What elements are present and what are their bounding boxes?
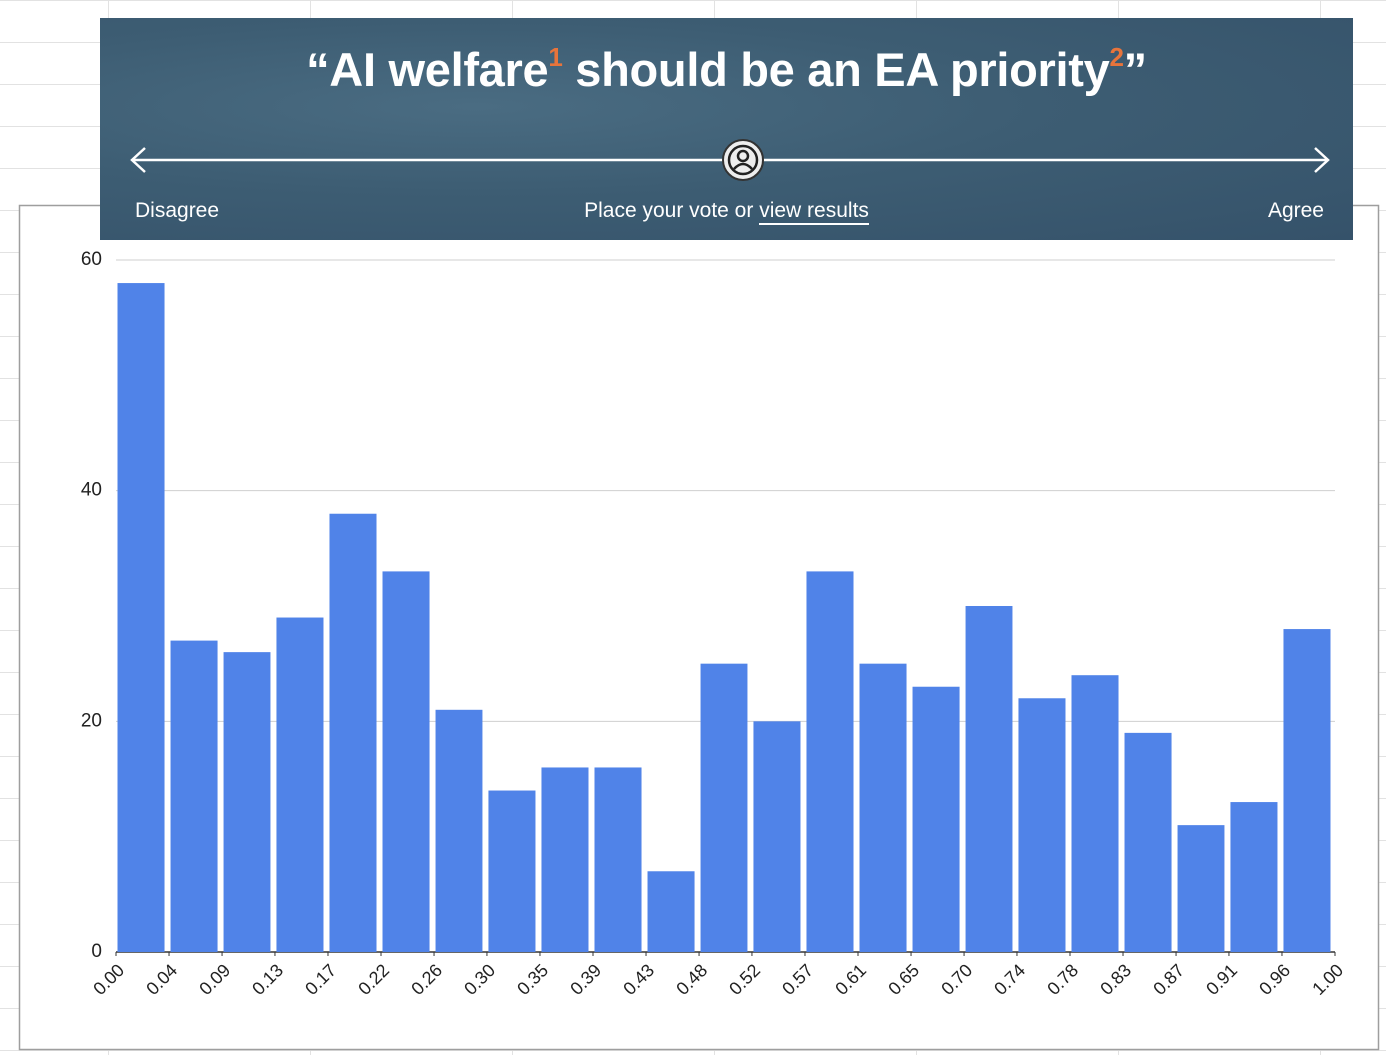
bar (223, 652, 271, 952)
bar (859, 663, 907, 952)
bar (382, 571, 430, 952)
bar (1230, 802, 1278, 952)
y-tick-label: 20 (81, 710, 102, 731)
bar (488, 790, 536, 952)
bar (1283, 629, 1331, 952)
bar (594, 767, 642, 952)
y-tick-label: 40 (81, 480, 102, 501)
vote-prompt: Place your vote or view results (100, 199, 1353, 225)
agree-label: Agree (1267, 199, 1324, 222)
title-text: ” (1123, 43, 1148, 96)
bar (912, 686, 960, 952)
bar (1018, 698, 1066, 952)
bar (753, 721, 801, 952)
arrow-left (130, 147, 146, 173)
bar (170, 640, 218, 952)
title-text: should be an EA priority (562, 43, 1110, 96)
y-tick-label: 0 (91, 941, 102, 962)
chart-frame (18, 204, 1380, 1051)
bar (276, 617, 324, 952)
bar (435, 709, 483, 952)
vote-slider[interactable] (100, 18, 1353, 240)
poll-title: “AI welfare1 should be an EA priority2” (100, 42, 1353, 97)
y-tick-label: 60 (81, 249, 102, 270)
title-text: “AI welfare (306, 43, 549, 96)
bar (1124, 732, 1172, 952)
bar (117, 283, 165, 953)
arrow-right (1314, 147, 1330, 173)
poll-banner: “AI welfare1 should be an EA priority2” … (100, 18, 1353, 240)
bar (329, 513, 377, 952)
footnote[interactable]: 1 (548, 42, 563, 72)
bar (700, 663, 748, 952)
bar (965, 606, 1013, 952)
slider-handle[interactable] (722, 139, 764, 181)
disagree-label: Disagree (135, 199, 220, 222)
view-results-link[interactable]: view results (759, 199, 869, 225)
bar (647, 871, 695, 952)
bar (1071, 675, 1119, 952)
prompt-text: Place your vote or (584, 199, 754, 222)
footnote[interactable]: 2 (1109, 42, 1124, 72)
bar (1177, 825, 1225, 952)
bar (541, 767, 589, 952)
bar (806, 571, 854, 952)
